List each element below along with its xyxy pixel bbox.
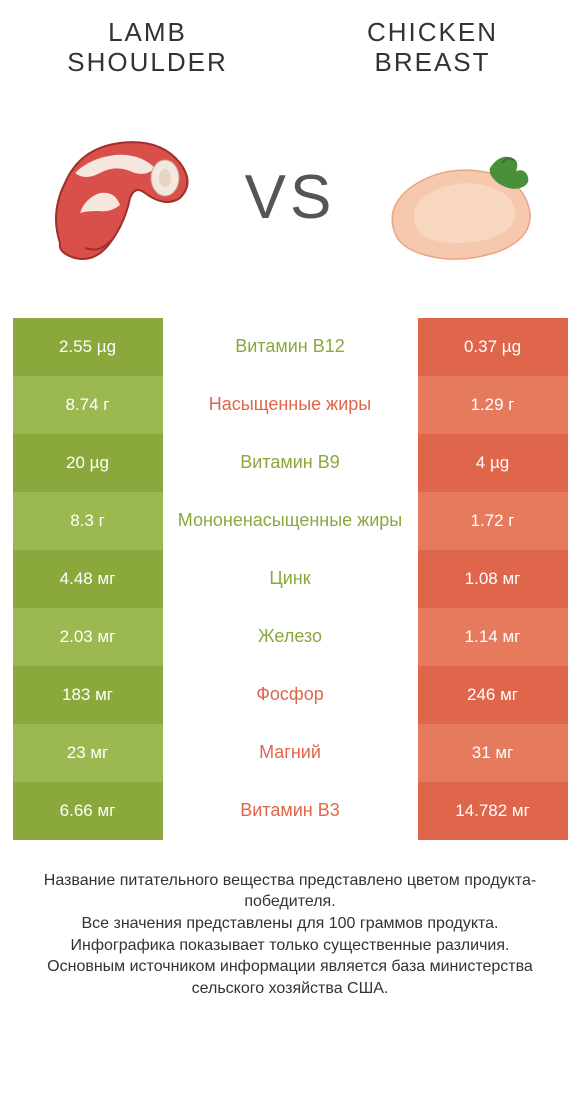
right-value: 4 µg — [418, 434, 568, 492]
table-row: 183 мгФосфор246 мг — [13, 666, 568, 724]
right-value: 1.72 г — [418, 492, 568, 550]
left-value: 23 мг — [13, 724, 163, 782]
left-value: 6.66 мг — [13, 782, 163, 840]
vs-label: VS — [245, 162, 336, 233]
right-value: 246 мг — [418, 666, 568, 724]
nutrient-label: Магний — [163, 724, 418, 782]
right-value: 1.08 мг — [418, 550, 568, 608]
left-value: 4.48 мг — [13, 550, 163, 608]
footer-line-4: Основным источником информации является … — [20, 956, 560, 999]
nutrient-label: Фосфор — [163, 666, 418, 724]
table-row: 20 µgВитамин B94 µg — [13, 434, 568, 492]
table-row: 8.74 гНасыщенные жиры1.29 г — [13, 376, 568, 434]
nutrient-label: Цинк — [163, 550, 418, 608]
left-value: 8.74 г — [13, 376, 163, 434]
chicken-breast-image — [370, 113, 550, 283]
footer-line-3: Инфографика показывает только существенн… — [20, 935, 560, 957]
table-row: 8.3 гМононенасыщенные жиры1.72 г — [13, 492, 568, 550]
right-value: 31 мг — [418, 724, 568, 782]
right-value: 1.14 мг — [418, 608, 568, 666]
left-value: 2.55 µg — [13, 318, 163, 376]
nutrient-label: Мононенасыщенные жиры — [163, 492, 418, 550]
nutrient-label: Железо — [163, 608, 418, 666]
footer-line-1: Название питательного вещества представл… — [20, 870, 560, 913]
footer-line-2: Все значения представлены для 100 граммо… — [20, 913, 560, 935]
comparison-table: 2.55 µgВитамин B120.37 µg8.74 гНасыщенны… — [13, 318, 568, 840]
nutrient-label: Насыщенные жиры — [163, 376, 418, 434]
chicken-icon — [370, 113, 550, 283]
table-row: 4.48 мгЦинк1.08 мг — [13, 550, 568, 608]
table-row: 6.66 мгВитамин B314.782 мг — [13, 782, 568, 840]
right-value: 0.37 µg — [418, 318, 568, 376]
left-value: 2.03 мг — [13, 608, 163, 666]
right-value: 14.782 мг — [418, 782, 568, 840]
lamb-icon — [30, 113, 210, 283]
images-row: VS — [0, 88, 580, 318]
right-product-title: CHICKEN BREAST — [325, 18, 540, 78]
footer-text: Название питательного вещества представл… — [0, 840, 580, 1010]
table-row: 2.03 мгЖелезо1.14 мг — [13, 608, 568, 666]
nutrient-label: Витамин B3 — [163, 782, 418, 840]
header: LAMB SHOULDER CHICKEN BREAST — [0, 0, 580, 88]
right-value: 1.29 г — [418, 376, 568, 434]
nutrient-label: Витамин B12 — [163, 318, 418, 376]
left-value: 8.3 г — [13, 492, 163, 550]
table-row: 23 мгМагний31 мг — [13, 724, 568, 782]
lamb-shoulder-image — [30, 113, 210, 283]
nutrient-label: Витамин B9 — [163, 434, 418, 492]
left-value: 20 µg — [13, 434, 163, 492]
left-value: 183 мг — [13, 666, 163, 724]
left-product-title: LAMB SHOULDER — [40, 18, 255, 78]
table-row: 2.55 µgВитамин B120.37 µg — [13, 318, 568, 376]
